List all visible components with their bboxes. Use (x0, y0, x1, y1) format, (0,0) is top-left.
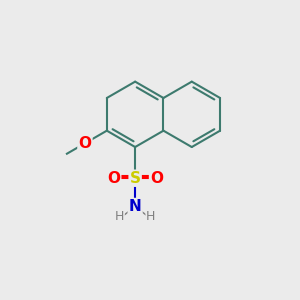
Text: O: O (78, 136, 92, 151)
Text: H: H (146, 210, 156, 224)
Text: H: H (115, 210, 124, 224)
Text: S: S (130, 171, 141, 186)
Text: O: O (107, 171, 120, 186)
Text: N: N (129, 199, 142, 214)
Text: O: O (150, 171, 163, 186)
